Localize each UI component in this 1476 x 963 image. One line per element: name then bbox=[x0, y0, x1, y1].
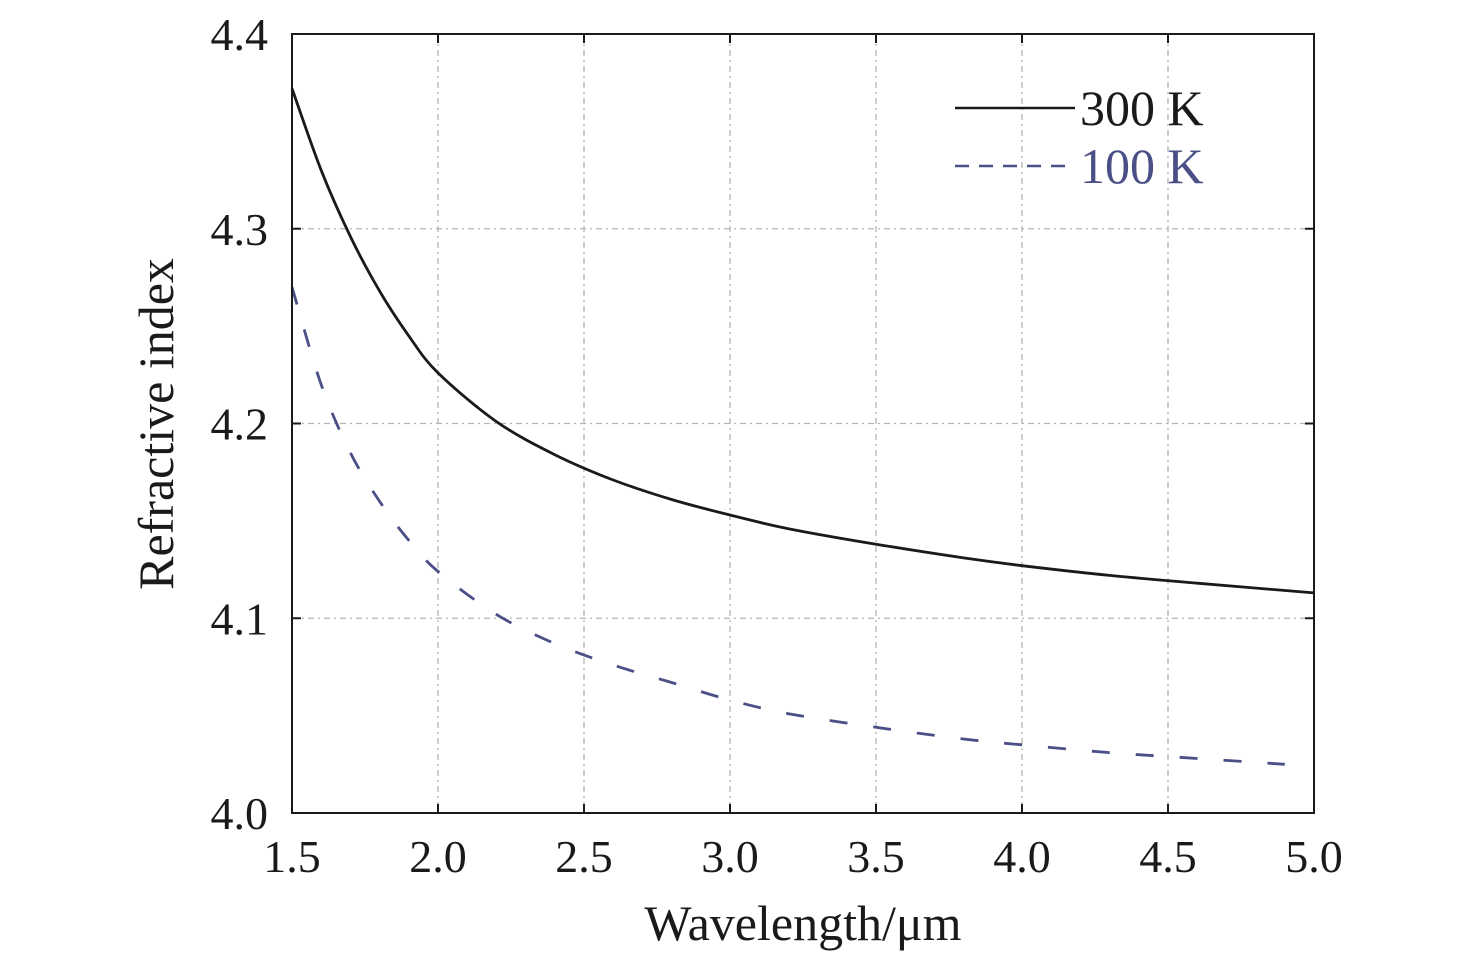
x-tick-label: 2.5 bbox=[555, 831, 613, 882]
series-line-300k bbox=[290, 88, 1315, 595]
y-tick-label: 4.2 bbox=[211, 399, 269, 450]
x-tick-label: 3.5 bbox=[847, 831, 905, 882]
legend: 300 K 100 K bbox=[955, 80, 1204, 194]
x-tick-label: 4.0 bbox=[993, 831, 1051, 882]
legend-label-300k: 300 K bbox=[1080, 80, 1204, 136]
y-tick-label: 4.3 bbox=[211, 204, 269, 255]
x-axis-title: Wavelength/μm bbox=[644, 895, 961, 951]
y-tick-label: 4.0 bbox=[211, 788, 269, 839]
x-tick-label: 1.5 bbox=[263, 831, 321, 882]
tick-labels: 1.5 2.0 2.5 3.0 3.5 4.0 4.5 5.0 4.0 4.1 4.2 4.3 4.4 bbox=[211, 9, 1343, 882]
x-tick-label: 2.0 bbox=[409, 831, 467, 882]
series-lines bbox=[290, 88, 1315, 766]
x-tick-label: 3.0 bbox=[701, 831, 759, 882]
series-line-100k bbox=[290, 286, 1285, 766]
x-tick-label: 4.5 bbox=[1139, 831, 1197, 882]
y-tick-label: 4.4 bbox=[211, 9, 269, 60]
y-tick-label: 4.1 bbox=[211, 593, 269, 644]
legend-label-100k: 100 K bbox=[1080, 138, 1204, 194]
x-tick-label: 5.0 bbox=[1285, 831, 1343, 882]
grid-lines bbox=[292, 34, 1314, 813]
y-axis-title: Refractive index bbox=[128, 258, 184, 590]
axis-ticks bbox=[291, 33, 1315, 814]
